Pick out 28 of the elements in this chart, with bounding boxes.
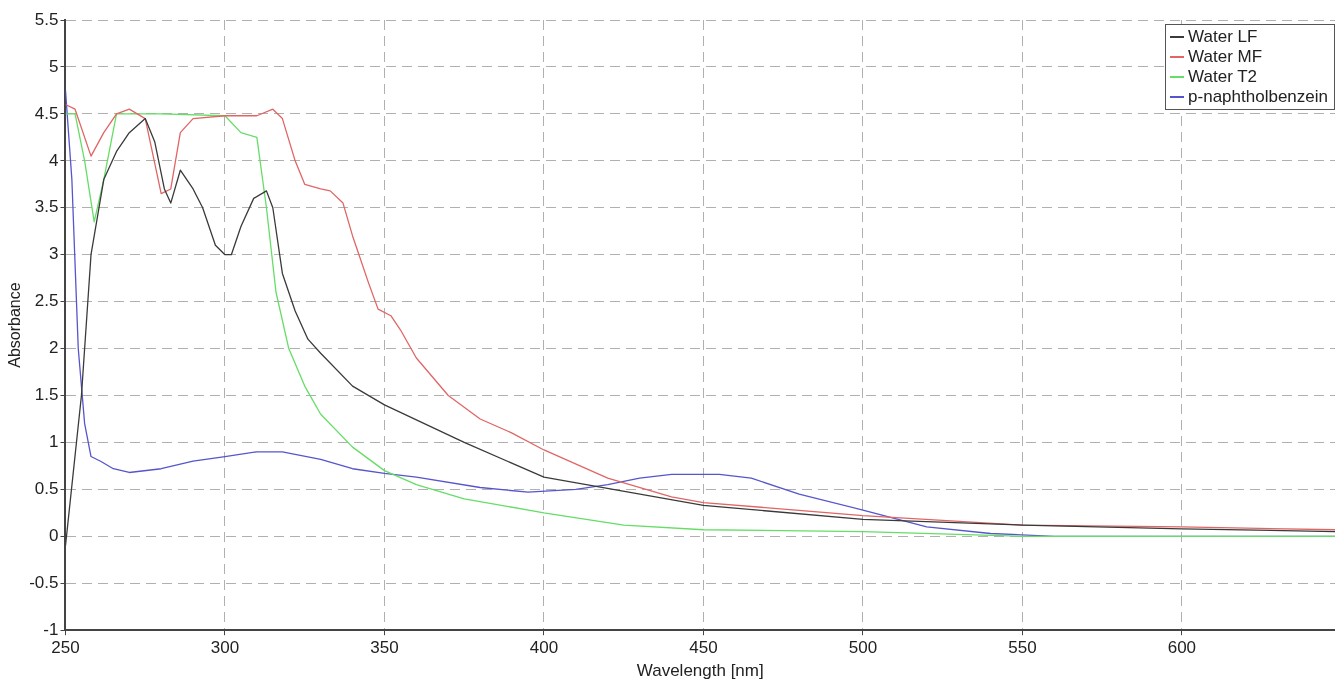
x-tick-label: 250 bbox=[51, 638, 80, 658]
y-tick-label: 5 bbox=[49, 56, 59, 76]
x-tick-label: 400 bbox=[529, 638, 559, 658]
x-axis-title: Wavelength [nm] bbox=[636, 661, 764, 681]
y-tick-label: 1 bbox=[49, 432, 59, 452]
legend-label: Water MF bbox=[1188, 47, 1263, 67]
y-tick-label: 2.5 bbox=[34, 291, 59, 311]
y-axis-title: Absorbance bbox=[6, 282, 24, 368]
x-tick-label: 550 bbox=[1008, 638, 1037, 658]
y-tick-label: 0.5 bbox=[34, 479, 59, 499]
x-tick-label: 350 bbox=[370, 638, 399, 658]
legend-label: Water T2 bbox=[1188, 67, 1258, 87]
y-tick-label: 5.5 bbox=[34, 9, 59, 29]
x-tick-label: 500 bbox=[848, 638, 878, 658]
x-tick-label: 600 bbox=[1167, 638, 1197, 658]
y-tick-label: 2 bbox=[49, 338, 59, 358]
y-tick-label: 3.5 bbox=[34, 197, 59, 217]
y-tick-label: 3 bbox=[49, 244, 59, 264]
y-tick-label: 4 bbox=[49, 150, 59, 170]
y-tick-label: 4.5 bbox=[34, 103, 59, 123]
y-tick-label: 0 bbox=[49, 526, 59, 546]
legend-label: Water LF bbox=[1188, 27, 1258, 47]
x-tick-label: 450 bbox=[689, 638, 718, 658]
legend-label: p-naphtholbenzein bbox=[1188, 87, 1328, 107]
y-tick-label: 1.5 bbox=[34, 385, 59, 405]
y-tick-label: -0.5 bbox=[29, 572, 59, 592]
x-tick-label: 300 bbox=[210, 638, 240, 658]
y-tick-label: -1 bbox=[43, 619, 59, 639]
